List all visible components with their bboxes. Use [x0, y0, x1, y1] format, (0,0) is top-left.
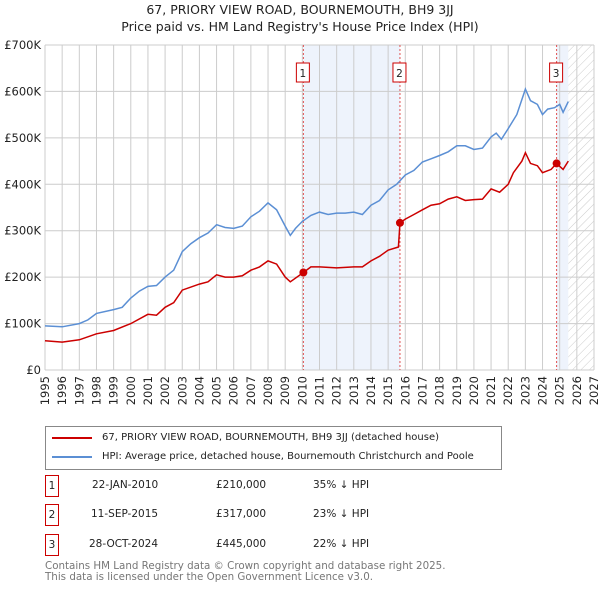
legend-swatch-hpi [52, 455, 92, 458]
x-tick-label: 2019 [450, 376, 464, 405]
y-tick-label: £100K [4, 317, 41, 331]
x-tick-label: 2000 [124, 376, 138, 405]
sale-hpi-diff: 22% ↓ HPI [313, 538, 370, 550]
sale-point [552, 159, 561, 168]
sale-marker-box: 1 [45, 475, 59, 497]
forecast-hatch [568, 45, 594, 370]
sale-row: 3 28-OCT-2024 £445,000 22% ↓ HPI [45, 534, 585, 556]
sale-point [299, 268, 308, 277]
sale-marker-box: 3 [45, 534, 59, 556]
x-tick-label: 2002 [158, 376, 172, 405]
x-tick-label: 1997 [72, 376, 86, 405]
sale-date: 22-JAN-2010 [92, 479, 159, 491]
chart-title: 67, PRIORY VIEW ROAD, BOURNEMOUTH, BH9 3… [146, 2, 454, 17]
sale-hpi-diff: 35% ↓ HPI [313, 479, 370, 491]
x-tick-label: 2004 [192, 376, 206, 405]
sale-point [395, 218, 404, 227]
legend: 67, PRIORY VIEW ROAD, BOURNEMOUTH, BH9 3… [45, 426, 502, 470]
sale-label: 3 [553, 68, 560, 80]
sale-price: £317,000 [216, 508, 267, 520]
legend-swatch-property [52, 436, 92, 439]
x-tick-label: 1996 [55, 376, 69, 405]
x-tick-label: 2015 [381, 376, 395, 405]
y-tick-label: £700K [4, 38, 41, 52]
legend-label-hpi: HPI: Average price, detached house, Bour… [102, 451, 474, 462]
sale-date: 28-OCT-2024 [89, 538, 158, 550]
y-tick-label: £200K [4, 270, 41, 284]
footer: Contains HM Land Registry data © Crown c… [45, 561, 446, 583]
x-tick-label: 2016 [398, 376, 412, 405]
x-tick-label: 2020 [467, 376, 481, 405]
x-tick-label: 2001 [141, 376, 155, 405]
x-tick-label: 1995 [38, 376, 52, 405]
x-tick-label: 2025 [553, 376, 567, 405]
y-tick-label: £600K [4, 84, 41, 98]
sale-label: 2 [396, 68, 403, 80]
sale-row: 2 11-SEP-2015 £317,000 23% ↓ HPI [45, 504, 585, 526]
x-tick-label: 1998 [89, 376, 103, 405]
x-tick-label: 2018 [433, 376, 447, 405]
chart-subtitle: Price paid vs. HM Land Registry's House … [121, 19, 479, 34]
sale-label-box [295, 62, 310, 83]
series-line-hpi [44, 87, 569, 328]
x-tick-label: 2008 [261, 376, 275, 405]
shaded-range [303, 45, 400, 370]
x-tick-label: 2012 [330, 376, 344, 405]
x-tick-label: 2027 [587, 376, 600, 405]
x-tick-label: 2011 [313, 376, 327, 405]
price-chart: £0 £100K £200K £300K £400K £500K £600K £700K 199… [4, 38, 600, 405]
x-tick-label: 2013 [347, 376, 361, 405]
sale-hpi-diff: 23% ↓ HPI [313, 508, 370, 520]
sale-row: 1 22-JAN-2010 £210,000 35% ↓ HPI [45, 475, 585, 497]
x-tick-label: 1999 [107, 376, 121, 405]
sale-label-box [392, 62, 407, 83]
legend-item-property: 67, PRIORY VIEW ROAD, BOURNEMOUTH, BH9 3… [52, 432, 439, 443]
shaded-range [556, 45, 569, 370]
sale-marker-box: 2 [45, 504, 59, 526]
x-tick-label: 2003 [175, 376, 189, 405]
x-tick-label: 2024 [536, 376, 550, 405]
x-tick-label: 2026 [570, 376, 584, 405]
x-tick-label: 2023 [518, 376, 532, 405]
y-tick-label: £0 [26, 363, 41, 377]
x-tick-label: 2022 [501, 376, 515, 405]
legend-item-hpi: HPI: Average price, detached house, Bour… [52, 451, 474, 462]
legend-label-property: 67, PRIORY VIEW ROAD, BOURNEMOUTH, BH9 3… [102, 432, 440, 443]
y-tick-label: £400K [4, 177, 41, 191]
sale-label-box [549, 62, 564, 83]
x-tick-label: 2021 [484, 376, 498, 405]
footer-licence: This data is licensed under the Open Gov… [45, 571, 374, 583]
series-line-property [44, 150, 569, 343]
x-tick-label: 2009 [278, 376, 292, 405]
sale-label: 1 [300, 68, 307, 80]
footer-copyright: Contains HM Land Registry data © Crown c… [45, 560, 446, 572]
x-tick-label: 2014 [364, 376, 378, 405]
x-tick-label: 2007 [244, 376, 258, 405]
sale-date: 11-SEP-2015 [91, 508, 159, 520]
x-tick-label: 2006 [227, 376, 241, 405]
sale-price: £445,000 [216, 538, 267, 550]
y-tick-label: £500K [4, 131, 41, 145]
sale-price: £210,000 [216, 479, 267, 491]
x-tick-label: 2010 [295, 376, 309, 405]
x-tick-label: 2005 [210, 376, 224, 405]
y-tick-label: £300K [4, 224, 41, 238]
x-tick-label: 2017 [415, 376, 429, 405]
